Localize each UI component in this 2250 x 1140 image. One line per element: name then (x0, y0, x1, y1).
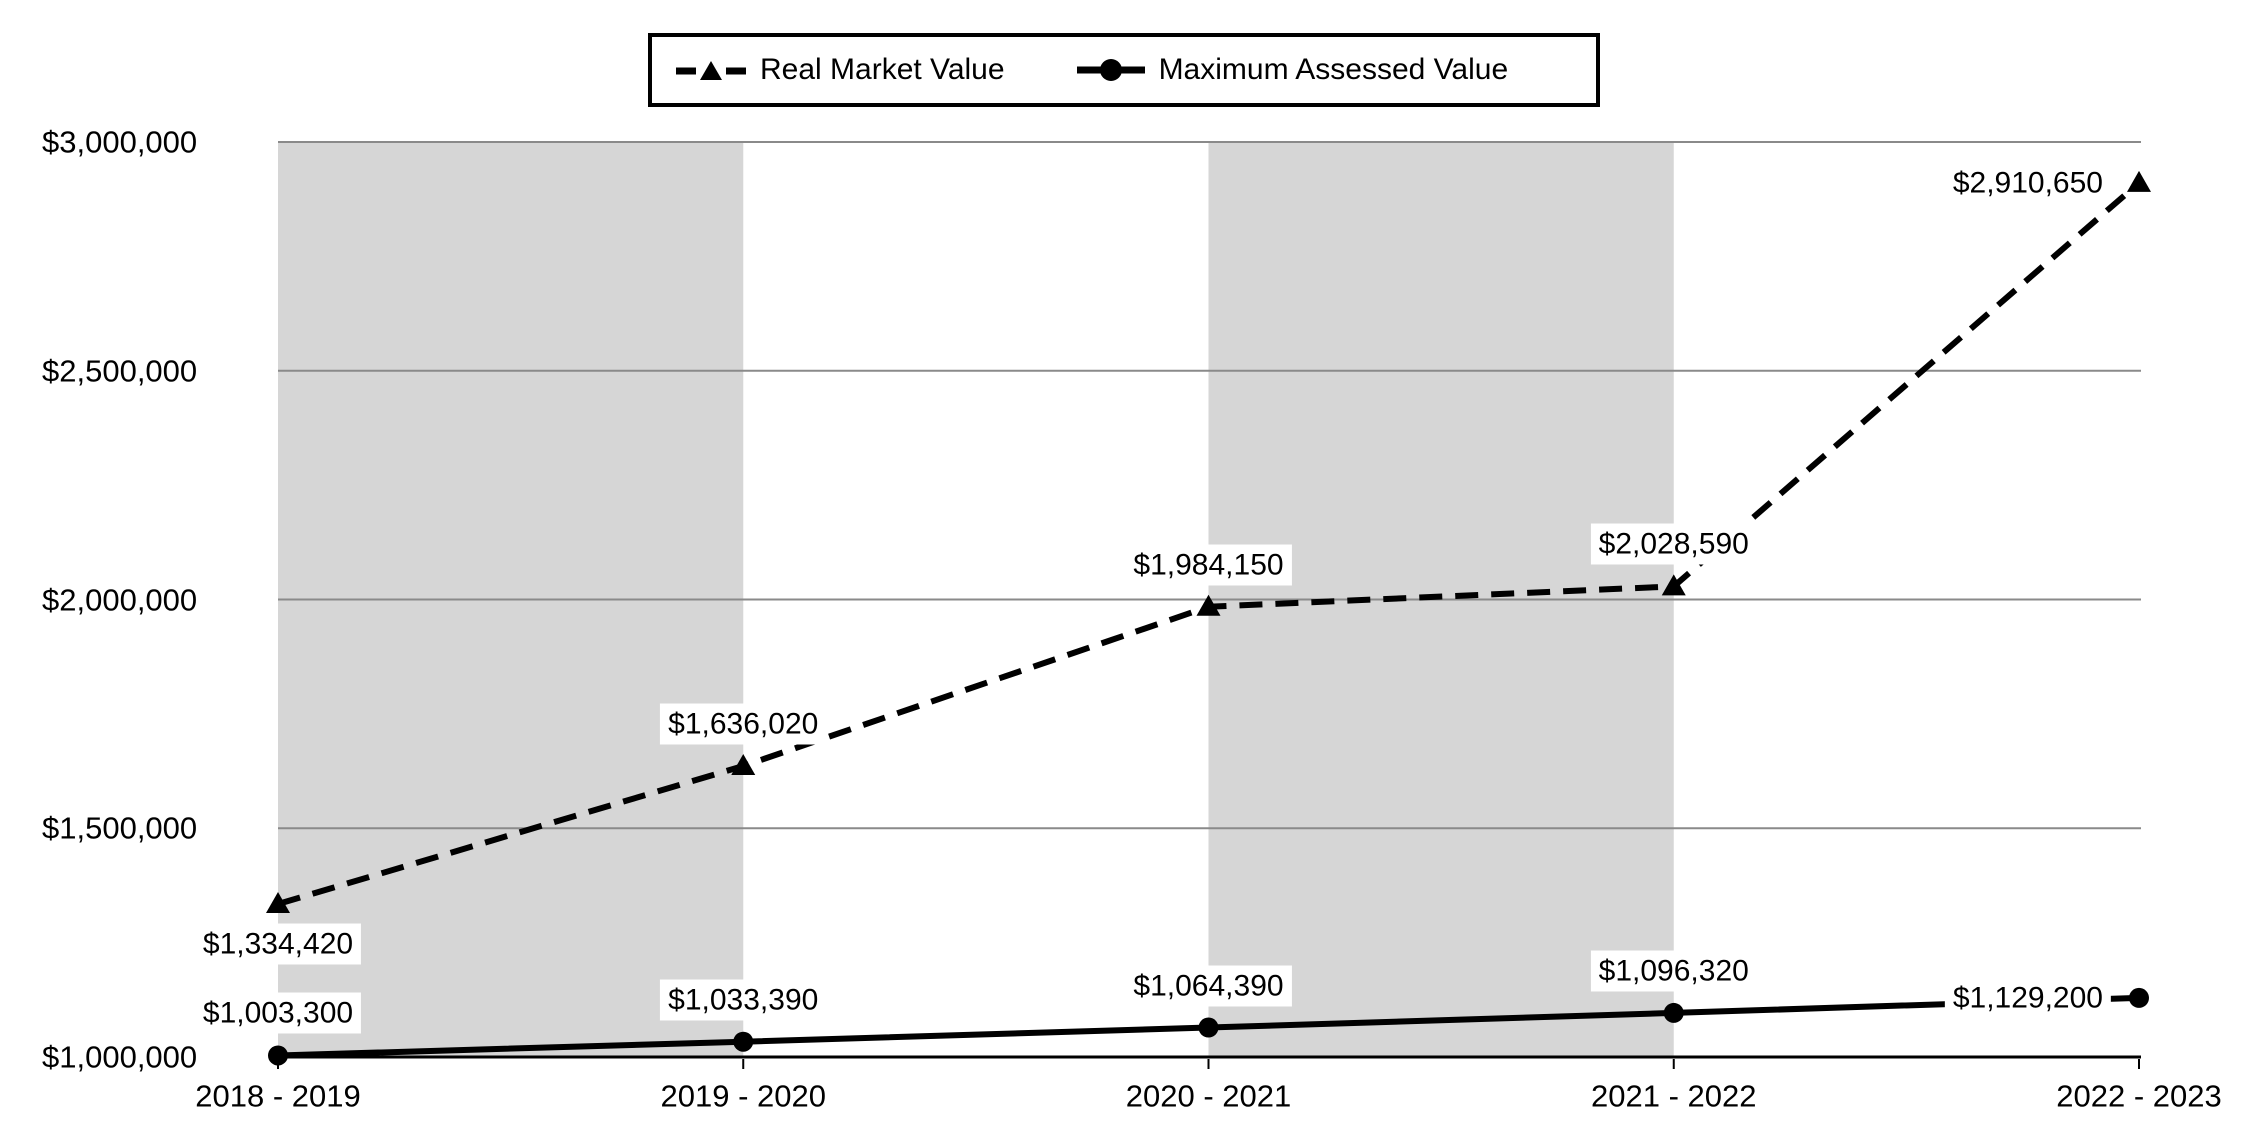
maximum-assessed-value-marker-circle (733, 1031, 754, 1052)
real-market-value-data-label: $1,334,420 (194, 923, 362, 965)
real-market-value-marker-triangle (1661, 574, 1686, 596)
maximum-assessed-value-marker-circle (268, 1045, 288, 1066)
x-axis-category-label: 2020 - 2021 (1125, 1078, 1292, 1114)
real-market-value-legend-marker-icon (676, 61, 746, 80)
real-market-value-marker-triangle (2127, 170, 2151, 192)
legend-label-maximum-assessed-value: Maximum Assessed Value (1158, 53, 1509, 86)
maximum-assessed-value-marker-circle (1198, 1017, 1219, 1038)
y-axis-tick-label: $1,000,000 (42, 1039, 198, 1075)
y-axis-tick-label: $2,500,000 (42, 353, 198, 389)
real-market-value-marker-triangle (1196, 594, 1221, 616)
y-axis-tick-label: $1,500,000 (42, 810, 198, 846)
legend-label-real-market-value: Real Market Value (760, 53, 1005, 86)
x-axis-category-label: 2021 - 2022 (1591, 1078, 1757, 1114)
maximum-assessed-value-data-label: $1,129,200 (1944, 977, 2111, 1019)
maximum-assessed-value-marker-circle (2129, 987, 2149, 1008)
x-axis-category-label: 2018 - 2019 (195, 1078, 361, 1114)
x-axis-category-label: 2019 - 2020 (660, 1078, 826, 1114)
real-market-value-data-label: $2,028,590 (1590, 523, 1757, 565)
real-market-value-data-label: $2,910,650 (1944, 162, 2111, 204)
maximum-assessed-value-data-label: $1,033,390 (660, 979, 827, 1021)
legend: Real Market Value Maximum Assessed Value (648, 33, 1600, 107)
x-axis-category-label: 2022 - 2023 (2056, 1078, 2222, 1114)
maximum-assessed-value-marker-circle (1663, 1002, 1684, 1023)
y-axis-tick-label: $2,000,000 (42, 582, 198, 617)
maximum-assessed-value-data-label: $1,096,320 (1590, 950, 1757, 992)
real-market-value-data-label: $1,984,150 (1125, 544, 1292, 586)
real-market-value-marker-triangle (266, 892, 290, 914)
real-market-value-data-label: $1,636,020 (660, 703, 827, 745)
y-axis-tick-label: $3,000,000 (42, 124, 198, 160)
maximum-assessed-value-legend-marker-icon (1076, 59, 1145, 81)
maximum-assessed-value-data-label: $1,064,390 (1125, 965, 1292, 1007)
real-market-value-marker-triangle (731, 754, 756, 776)
maximum-assessed-value-data-label: $1,003,300 (194, 992, 362, 1034)
